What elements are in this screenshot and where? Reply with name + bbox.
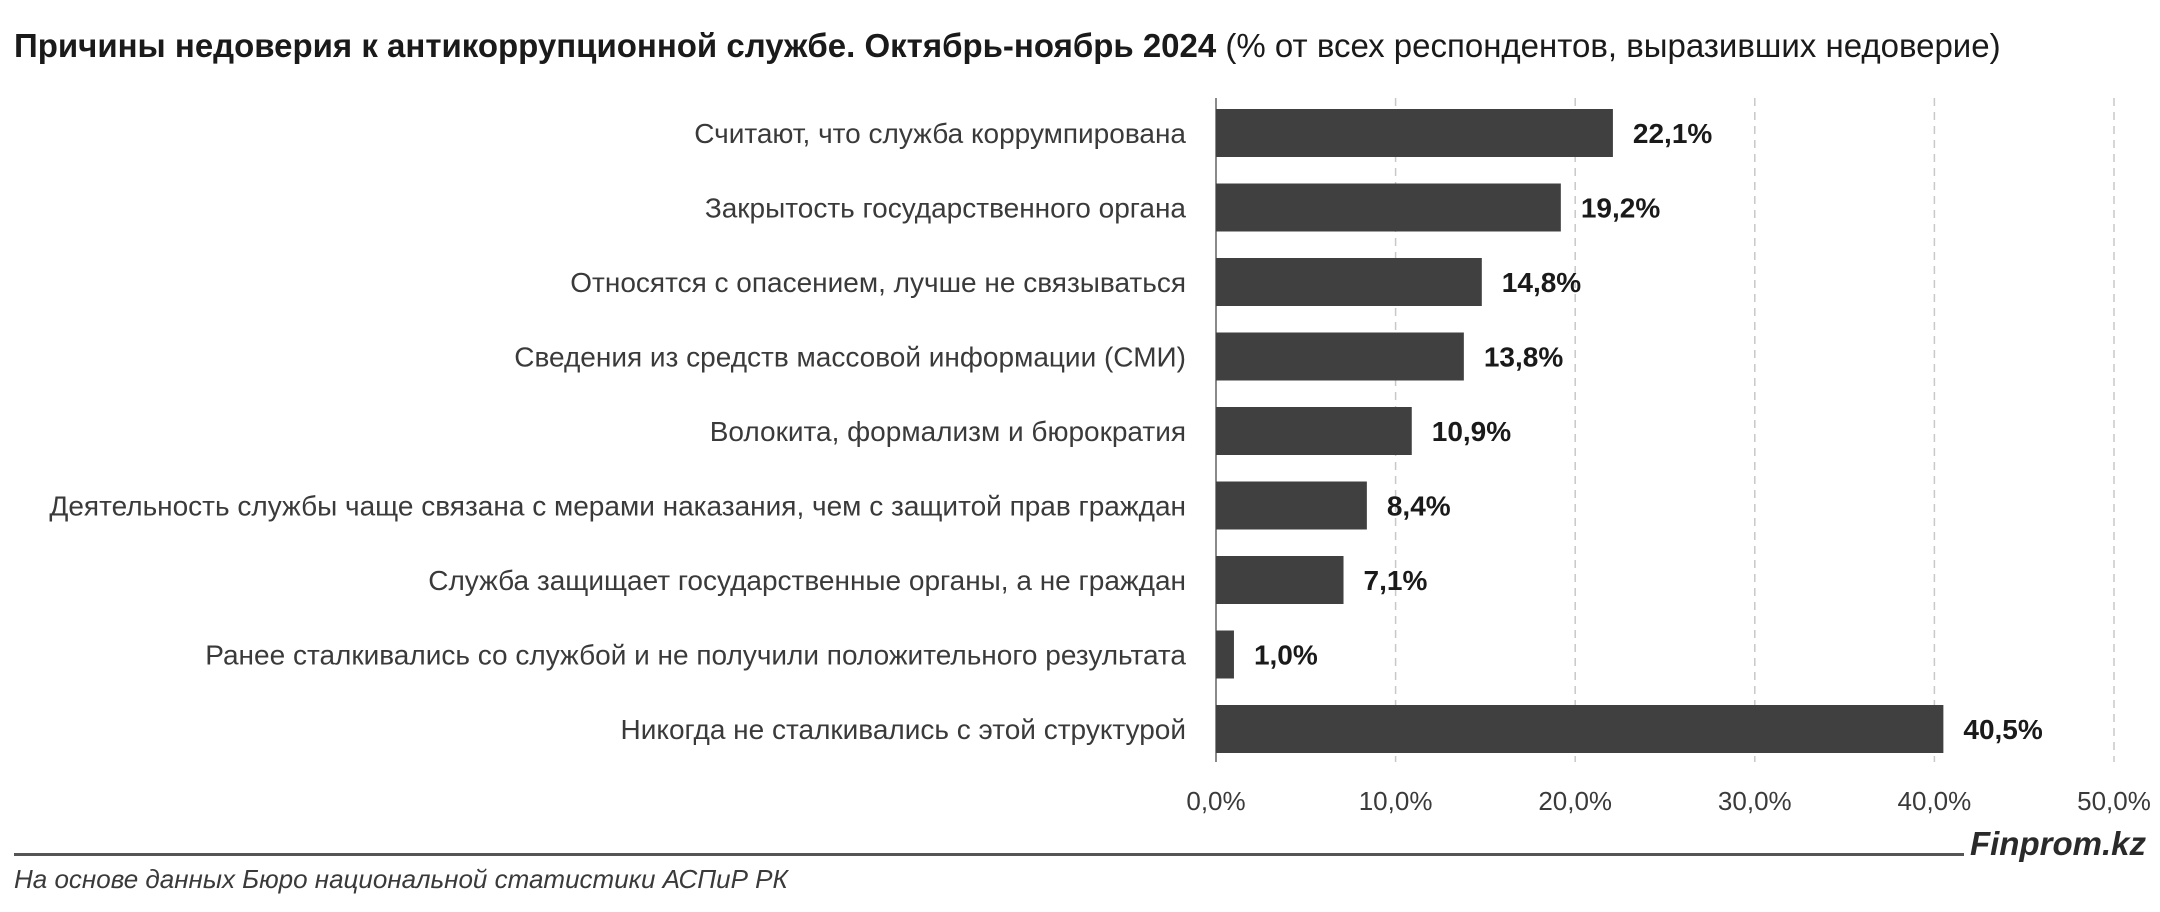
data-label: 14,8% [1502, 267, 1581, 298]
bar [1216, 556, 1344, 604]
data-label: 8,4% [1387, 491, 1451, 522]
category-label: Никогда не сталкивались с этой структуро… [621, 714, 1186, 745]
bar [1216, 630, 1234, 679]
category-label: Закрытость государственного органа [705, 193, 1187, 224]
bars [1216, 109, 1944, 753]
x-tick-label: 40,0% [1898, 786, 1972, 816]
bar [1216, 705, 1944, 753]
value-labels: 22,1% 19,2% 14,8% 13,8% 10,9% 8,4% 7,1% 1,0% 40,… [1254, 118, 2043, 745]
bar [1216, 109, 1613, 157]
chart-title-subtitle: (% от всех респондентов, выразивших недо… [1216, 27, 2001, 64]
data-label: 10,9% [1432, 416, 1511, 447]
category-label: Ранее сталкивались со службой и не получ… [205, 640, 1186, 671]
data-label: 40,5% [1963, 714, 2042, 745]
x-tick-label: 20,0% [1538, 786, 1612, 816]
category-label: Деятельность службы чаще связана с мерам… [49, 491, 1186, 522]
brand-logo: Finprom.kz [1969, 825, 2146, 862]
bar-chart: Считают, что служба коррумпирована Закрыт… [49, 98, 2151, 816]
source-note: На основе данных Бюро национальной стати… [14, 864, 788, 894]
x-axis-ticks: 0,0% 10,0% 20,0% 30,0% 40,0% 50,0% [1186, 786, 2151, 816]
bar [1216, 332, 1464, 381]
x-tick-label: 50,0% [2077, 786, 2151, 816]
data-label: 13,8% [1484, 342, 1563, 373]
bar [1216, 407, 1412, 455]
category-label: Считают, что служба коррумпирована [694, 118, 1186, 149]
data-label: 22,1% [1633, 118, 1712, 149]
x-tick-label: 30,0% [1718, 786, 1792, 816]
chart-title-bold: Причины недоверия к антикоррупционной сл… [14, 27, 1217, 64]
category-label: Относятся с опасением, лучше не связыват… [570, 267, 1186, 298]
bar [1216, 258, 1482, 306]
category-label: Служба защищает государственные органы, … [428, 565, 1186, 596]
bar [1216, 481, 1367, 530]
chart-title: Причины недоверия к антикоррупционной сл… [14, 18, 2144, 74]
x-tick-label: 10,0% [1359, 786, 1433, 816]
category-label: Волокита, формализм и бюрократия [710, 416, 1186, 447]
data-label: 1,0% [1254, 640, 1318, 671]
bar [1216, 183, 1561, 232]
category-label: Сведения из средств массовой информации … [514, 342, 1186, 373]
x-tick-label: 0,0% [1186, 786, 1245, 816]
footer-divider [14, 853, 1964, 856]
category-labels: Считают, что служба коррумпирована Закрыт… [49, 118, 1186, 745]
data-label: 19,2% [1581, 193, 1660, 224]
data-label: 7,1% [1364, 565, 1428, 596]
